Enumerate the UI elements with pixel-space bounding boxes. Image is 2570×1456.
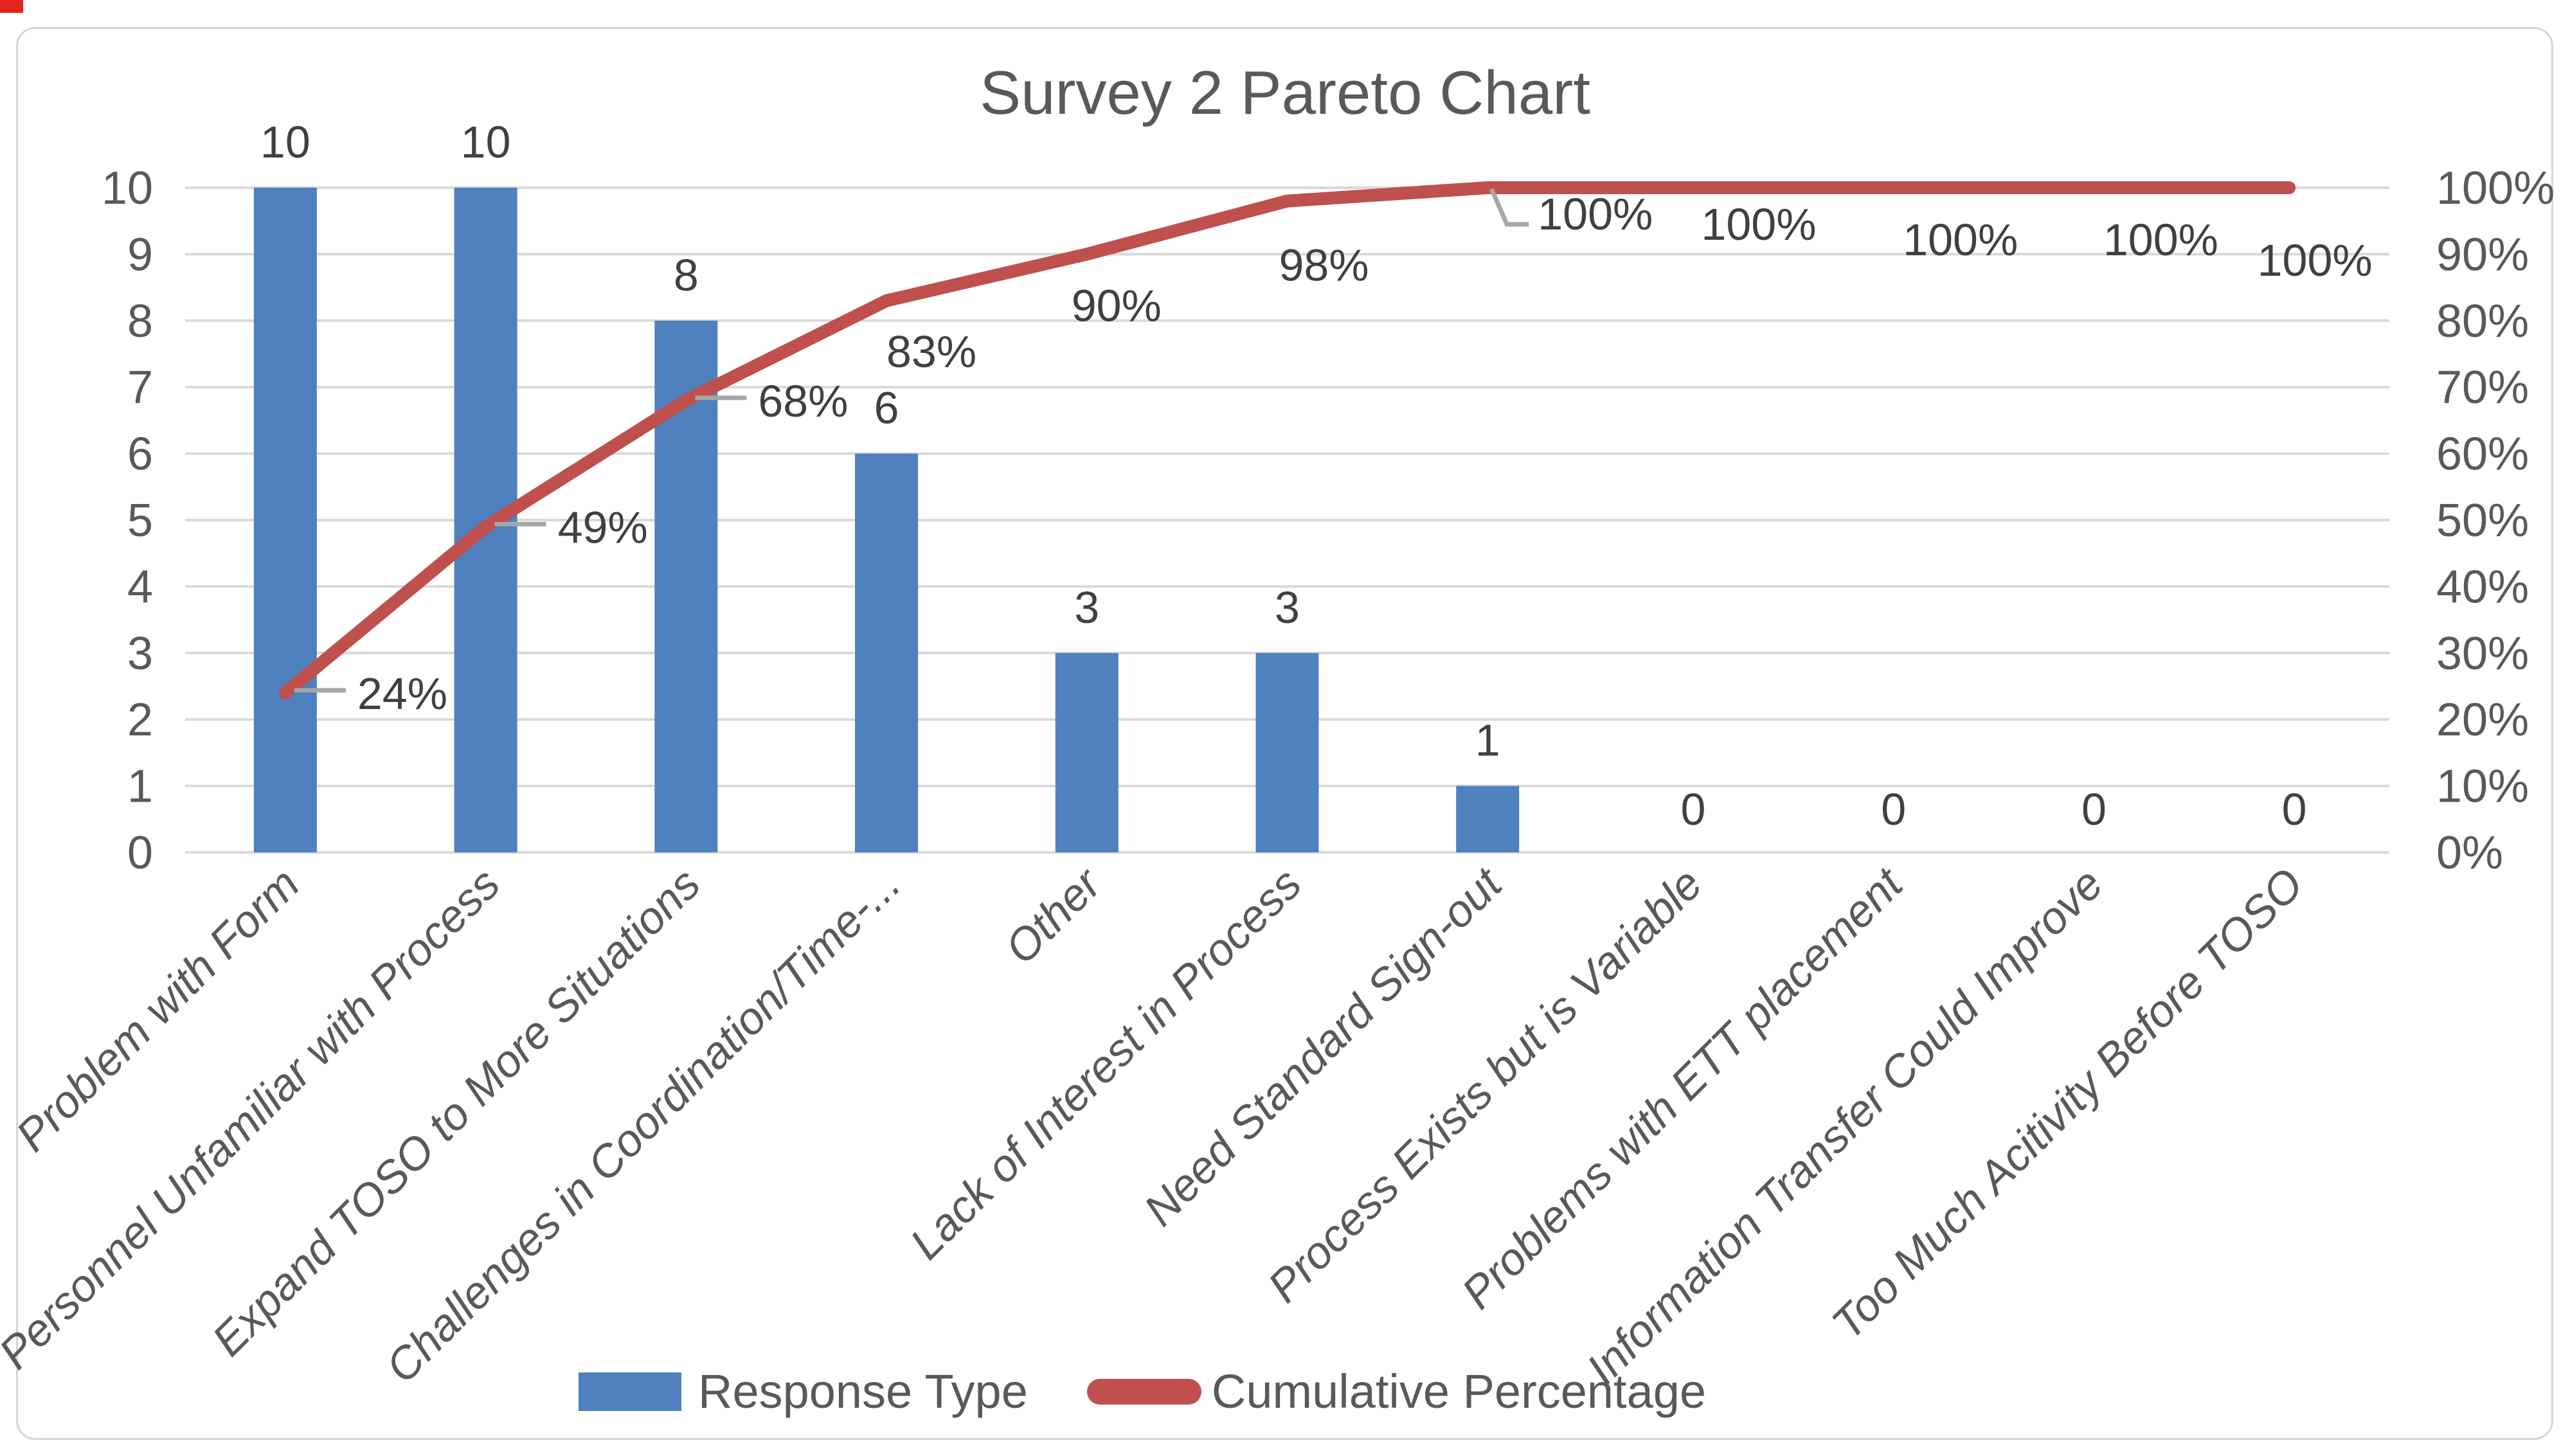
pct-label: 24% bbox=[357, 669, 447, 719]
corner-red-mark bbox=[0, 0, 23, 13]
left-axis-tick: 1 bbox=[127, 761, 153, 813]
left-axis-tick: 10 bbox=[102, 163, 153, 214]
pct-label: 100% bbox=[2258, 235, 2373, 285]
bar-value-label: 0 bbox=[1881, 784, 1906, 834]
bar-value-label: 8 bbox=[674, 250, 699, 300]
left-axis-tick: 4 bbox=[127, 561, 153, 613]
bar-value-label: 0 bbox=[1680, 784, 1705, 834]
pct-label: 100% bbox=[2103, 215, 2218, 265]
legend-line-label[interactable]: Cumulative Percentage bbox=[1211, 1365, 1707, 1418]
bar-value-label: 6 bbox=[874, 383, 899, 433]
category-label: Lack of Interest in Process bbox=[901, 858, 1311, 1268]
right-axis-tick: 90% bbox=[2436, 229, 2529, 280]
bar-value-label: 10 bbox=[461, 117, 511, 167]
pct-label: 98% bbox=[1279, 240, 1369, 291]
bar[interactable] bbox=[855, 453, 919, 852]
bar-value-label: 1 bbox=[1475, 715, 1500, 766]
left-axis-tick: 0 bbox=[127, 827, 153, 879]
right-axis-tick: 60% bbox=[2436, 429, 2529, 480]
right-axis-tick: 80% bbox=[2436, 296, 2529, 347]
label-leader-line bbox=[1489, 188, 1529, 227]
right-axis-tick: 20% bbox=[2436, 694, 2529, 746]
category-label: Other bbox=[995, 858, 1111, 974]
left-axis-tick: 7 bbox=[127, 362, 153, 413]
left-axis-tick: 3 bbox=[127, 628, 153, 679]
bar-value-label: 3 bbox=[1275, 582, 1300, 633]
legend-line-swatch[interactable] bbox=[1086, 1378, 1201, 1405]
left-axis-tick: 6 bbox=[127, 429, 153, 480]
left-axis-tick: 8 bbox=[127, 296, 153, 347]
pct-label: 100% bbox=[1701, 199, 1816, 249]
right-axis-tick: 0% bbox=[2436, 827, 2503, 879]
bar-value-label: 0 bbox=[2081, 784, 2107, 834]
pct-label: 100% bbox=[1903, 215, 2018, 265]
chart-title: Survey 2 Pareto Chart bbox=[980, 58, 1590, 127]
pct-label: 90% bbox=[1072, 280, 1162, 330]
bar-value-label: 3 bbox=[1074, 582, 1099, 633]
pct-label: 49% bbox=[558, 502, 648, 552]
bar[interactable] bbox=[1456, 786, 1520, 852]
right-axis-tick: 100% bbox=[2436, 163, 2555, 214]
left-axis-tick: 9 bbox=[127, 229, 153, 280]
right-axis-tick: 50% bbox=[2436, 495, 2529, 546]
bar-value-label: 0 bbox=[2282, 784, 2307, 834]
cumulative-line[interactable] bbox=[278, 181, 2296, 699]
bar[interactable] bbox=[1255, 652, 1319, 852]
bar[interactable] bbox=[1055, 652, 1119, 852]
pct-label: 68% bbox=[758, 376, 848, 426]
bar[interactable] bbox=[253, 188, 317, 852]
right-axis-tick: 40% bbox=[2436, 561, 2529, 613]
category-label: Process Exists but is Variable bbox=[1258, 858, 1711, 1311]
category-label: Need Standard Sign-out bbox=[1135, 858, 1513, 1236]
legend-bar-swatch[interactable] bbox=[579, 1372, 681, 1411]
right-axis-tick: 70% bbox=[2436, 362, 2529, 413]
category-label: Problems with ETT placement bbox=[1452, 858, 1913, 1318]
legend: Response Type Cumulative Percentage bbox=[579, 1364, 1706, 1419]
left-axis-tick: 2 bbox=[127, 694, 153, 746]
pct-label: 100% bbox=[1538, 189, 1653, 239]
legend-bar-label[interactable]: Response Type bbox=[698, 1365, 1028, 1418]
right-axis-tick: 10% bbox=[2436, 761, 2529, 813]
right-axis-tick: 30% bbox=[2436, 628, 2529, 679]
left-axis-tick: 5 bbox=[127, 495, 153, 546]
pct-label: 83% bbox=[886, 327, 976, 377]
bar-value-label: 10 bbox=[260, 117, 310, 167]
